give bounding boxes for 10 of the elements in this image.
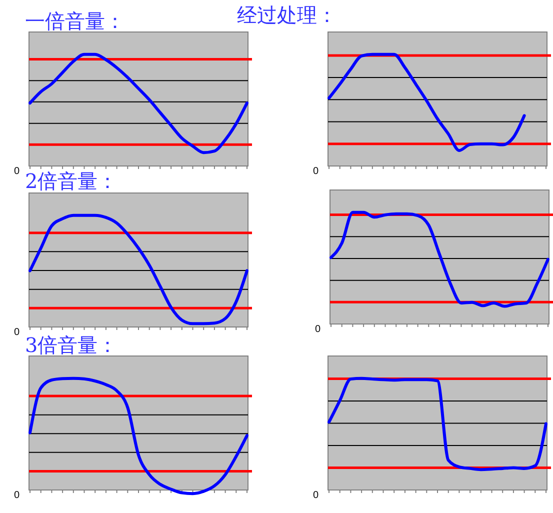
- text: 0: [315, 324, 321, 335]
- text: 0: [14, 327, 20, 338]
- chart-title: 经过处理：: [237, 3, 337, 27]
- text: 0: [14, 490, 20, 501]
- text: 0: [313, 490, 319, 501]
- chart-title: 3倍音量：: [25, 333, 118, 357]
- text: 0: [14, 166, 20, 177]
- text: 0: [313, 166, 319, 177]
- chart-title: 一倍音量：: [25, 9, 125, 33]
- chart-title: 2倍音量：: [25, 169, 118, 193]
